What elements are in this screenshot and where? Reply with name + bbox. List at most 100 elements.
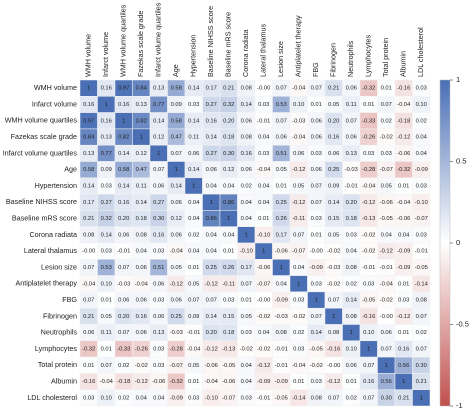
cell-label: -0.04	[292, 363, 306, 369]
cell-label: -0.32	[397, 167, 410, 173]
cell-label: 0.06	[311, 118, 322, 124]
cell-label: 0.03	[101, 183, 112, 189]
row-label: Total protein	[38, 360, 77, 369]
cell-label: 0.04	[398, 232, 410, 238]
cell-label: 0.27	[206, 151, 217, 157]
cell-label: -0.03	[292, 118, 305, 124]
cell-label: 0.06	[206, 167, 217, 173]
cell-label: 0.30	[153, 216, 164, 222]
colorbar-tick-label: 0.5	[456, 156, 466, 165]
cell-label: -0.05	[415, 265, 428, 271]
cell-label: 0.26	[276, 216, 287, 222]
cell-label: 0.17	[83, 200, 94, 206]
cell-label: -0.12	[362, 200, 375, 206]
cell-label: 0.32	[223, 102, 234, 108]
cell-label: 0.06	[346, 86, 357, 92]
cell-label: 0.06	[136, 330, 147, 336]
column-label: Infarct volume	[101, 32, 110, 77]
cell-label: -0.11	[222, 281, 235, 287]
cell-label: 0.08	[276, 330, 287, 336]
cell-label: 0.08	[328, 330, 339, 336]
cell-label: -0.28	[362, 167, 375, 173]
cell-label: 0.16	[363, 379, 374, 385]
cell-label: -0.04	[380, 281, 394, 287]
cell-label: 1	[122, 118, 125, 124]
cell-label: 0.16	[153, 232, 164, 238]
cell-label: 0.04	[241, 216, 253, 222]
cell-label: -0.09	[310, 265, 323, 271]
cell-label: -0.01	[345, 183, 358, 189]
cell-label: -0.12	[292, 200, 305, 206]
cell-label: 0.20	[118, 314, 129, 320]
cell-label: -0.03	[170, 330, 183, 336]
cell-label: -0.09	[170, 395, 183, 401]
cell-label: 0.25	[276, 200, 287, 206]
cell-label: -0.10	[257, 232, 270, 238]
cell-label: -0.12	[292, 167, 305, 173]
cell-label: 0.04	[276, 281, 288, 287]
cell-label: 0.01	[398, 183, 409, 189]
cell-label: 1	[332, 314, 335, 320]
cell-label: 0.04	[188, 216, 200, 222]
cell-label: -0.10	[240, 249, 253, 255]
cell-label: 0.06	[311, 167, 322, 173]
cell-label: 0.25	[328, 167, 339, 173]
cell-label: 0.03	[241, 395, 252, 401]
cell-label: 0.03	[188, 395, 199, 401]
cell-label: 0.27	[153, 200, 164, 206]
cell-label: 0.14	[101, 232, 113, 238]
cell-label: 0.06	[293, 151, 304, 157]
cell-label: 0.05	[381, 183, 392, 189]
cell-label: 0.06	[346, 135, 357, 141]
cell-label: 0.01	[293, 379, 304, 385]
cell-label: 1	[140, 135, 143, 141]
cell-label: -0.03	[345, 167, 358, 173]
cell-label: 0.07	[276, 118, 287, 124]
cell-label: 0.30	[223, 151, 234, 157]
cell-label: 0.12	[223, 167, 234, 173]
cell-label: 0.01	[83, 363, 94, 369]
cell-label: 0.86	[223, 200, 234, 206]
cell-label: 0.20	[223, 118, 234, 124]
cell-label: 0.07	[188, 298, 199, 304]
cell-label: 0.16	[398, 346, 409, 352]
cell-label: -0.04	[397, 102, 411, 108]
cell-label: 0.14	[188, 167, 200, 173]
row-label: Albumin	[51, 376, 77, 385]
row-label: LDL cholesterol	[27, 393, 77, 402]
cell-label: 0.06	[153, 183, 164, 189]
row-label: Fibrinogen	[43, 311, 77, 320]
cell-label: 0.14	[153, 118, 165, 124]
cell-label: 0.07	[171, 151, 182, 157]
cell-label: 0.07	[363, 363, 374, 369]
cell-label: 0.04	[188, 200, 200, 206]
cell-label: -0.13	[222, 346, 235, 352]
cell-label: 0.03	[311, 281, 322, 287]
cell-label: 0.05	[101, 314, 112, 320]
cell-label: 1	[280, 265, 283, 271]
cell-label: 0.01	[311, 232, 322, 238]
cell-label: -0.04	[397, 200, 411, 206]
cell-label: 0.18	[223, 330, 234, 336]
cell-label: -0.02	[257, 346, 270, 352]
cell-label: 0.02	[346, 281, 357, 287]
cell-label: 0.77	[101, 151, 112, 157]
row-label: Neutrophils	[41, 328, 78, 337]
cell-label: -0.04	[170, 249, 184, 255]
cell-label: -0.06	[397, 216, 410, 222]
column-label: Age	[171, 64, 180, 77]
cell-label: 0.07	[83, 265, 94, 271]
cell-label: 0.25	[206, 265, 217, 271]
colorbar-tick-label: 1	[456, 75, 460, 84]
cell-label: 0.11	[101, 330, 112, 336]
cell-label: -0.05	[222, 363, 235, 369]
cell-label: 1	[175, 167, 178, 173]
column-label: Corona radiata	[241, 29, 250, 77]
cell-label: -0.02	[292, 314, 305, 320]
cell-label: 0.08	[83, 232, 94, 238]
cell-label: -0.01	[117, 249, 130, 255]
cell-label: 0.07	[328, 395, 339, 401]
cell-label: 0.14	[118, 151, 130, 157]
cell-label: 0.07	[118, 330, 129, 336]
